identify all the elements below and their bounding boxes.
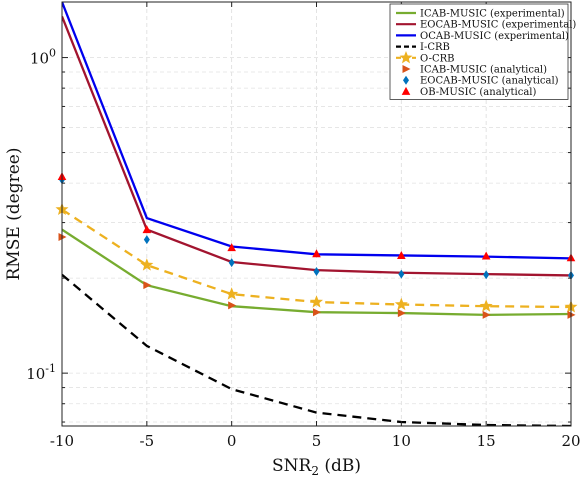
series-line: [62, 273, 571, 426]
plot-markers: [55, 171, 578, 319]
data-point: [482, 310, 491, 319]
legend-marker: [401, 86, 411, 95]
legend-label: OB-MUSIC (analytical): [420, 87, 537, 98]
data-point: [142, 225, 152, 234]
legend-item: OB-MUSIC (analytical): [401, 86, 537, 98]
data-point: [143, 281, 152, 290]
data-point: [228, 301, 237, 310]
x-tick-label: 20: [561, 432, 580, 450]
data-point: [140, 258, 154, 271]
legend-box: [389, 3, 569, 100]
legend-item: EOCAB-MUSIC (analytical): [403, 75, 559, 87]
legend-label: EOCAB-MUSIC (experimental): [420, 20, 576, 31]
x-tick-label: -10: [50, 432, 74, 450]
legend-label: O-CRB: [420, 53, 454, 64]
legend-item: EOCAB-MUSIC (experimental): [396, 20, 576, 31]
legend-label: ICAB-MUSIC (experimental): [420, 9, 565, 20]
legend: ICAB-MUSIC (experimental)EOCAB-MUSIC (ex…: [389, 3, 576, 100]
data-point: [227, 243, 236, 252]
x-tick-label: 15: [477, 432, 496, 450]
legend-item: OCAB-MUSIC (experimental): [396, 31, 569, 42]
legend-item: ICAB-MUSIC (analytical): [402, 65, 547, 76]
data-point: [312, 249, 321, 258]
legend-item: ICAB-MUSIC (experimental): [396, 9, 565, 20]
data-point: [225, 287, 239, 300]
legend-item: O-CRB: [396, 50, 454, 64]
legend-marker: [402, 65, 411, 73]
axis-ticks: -10 -5 0 5 10 15 20 100 10-1: [26, 2, 581, 450]
data-point: [397, 309, 406, 318]
data-point: [394, 297, 408, 311]
data-point: [313, 266, 320, 276]
series-3: [62, 273, 571, 426]
data-point: [310, 295, 323, 308]
data-point: [479, 299, 493, 312]
legend-item: I-CRB: [396, 42, 450, 53]
legend-label: ICAB-MUSIC (analytical): [420, 65, 547, 76]
legend-label: I-CRB: [420, 42, 450, 53]
data-point: [143, 235, 150, 245]
y-tick-label: 100: [30, 47, 56, 68]
y-tick-label: 10-1: [26, 362, 56, 383]
legend-label: OCAB-MUSIC (experimental): [420, 31, 569, 42]
x-axis-label: SNR2 (dB): [272, 456, 361, 477]
data-point: [481, 251, 491, 260]
legend-label: EOCAB-MUSIC (analytical): [420, 76, 559, 87]
x-tick-label: 5: [312, 432, 322, 450]
x-tick-label: -5: [140, 432, 155, 450]
data-point: [313, 308, 321, 317]
data-point: [228, 258, 235, 268]
plot-series: [55, 2, 578, 426]
y-axis-label: RMSE (degree): [4, 147, 24, 280]
x-tick-label: 0: [227, 432, 237, 450]
x-tick-label: 10: [392, 432, 411, 450]
data-point: [483, 270, 490, 280]
data-point: [398, 269, 405, 279]
legend-marker: [399, 50, 413, 64]
legend-marker: [403, 75, 409, 85]
data-point: [397, 250, 406, 259]
